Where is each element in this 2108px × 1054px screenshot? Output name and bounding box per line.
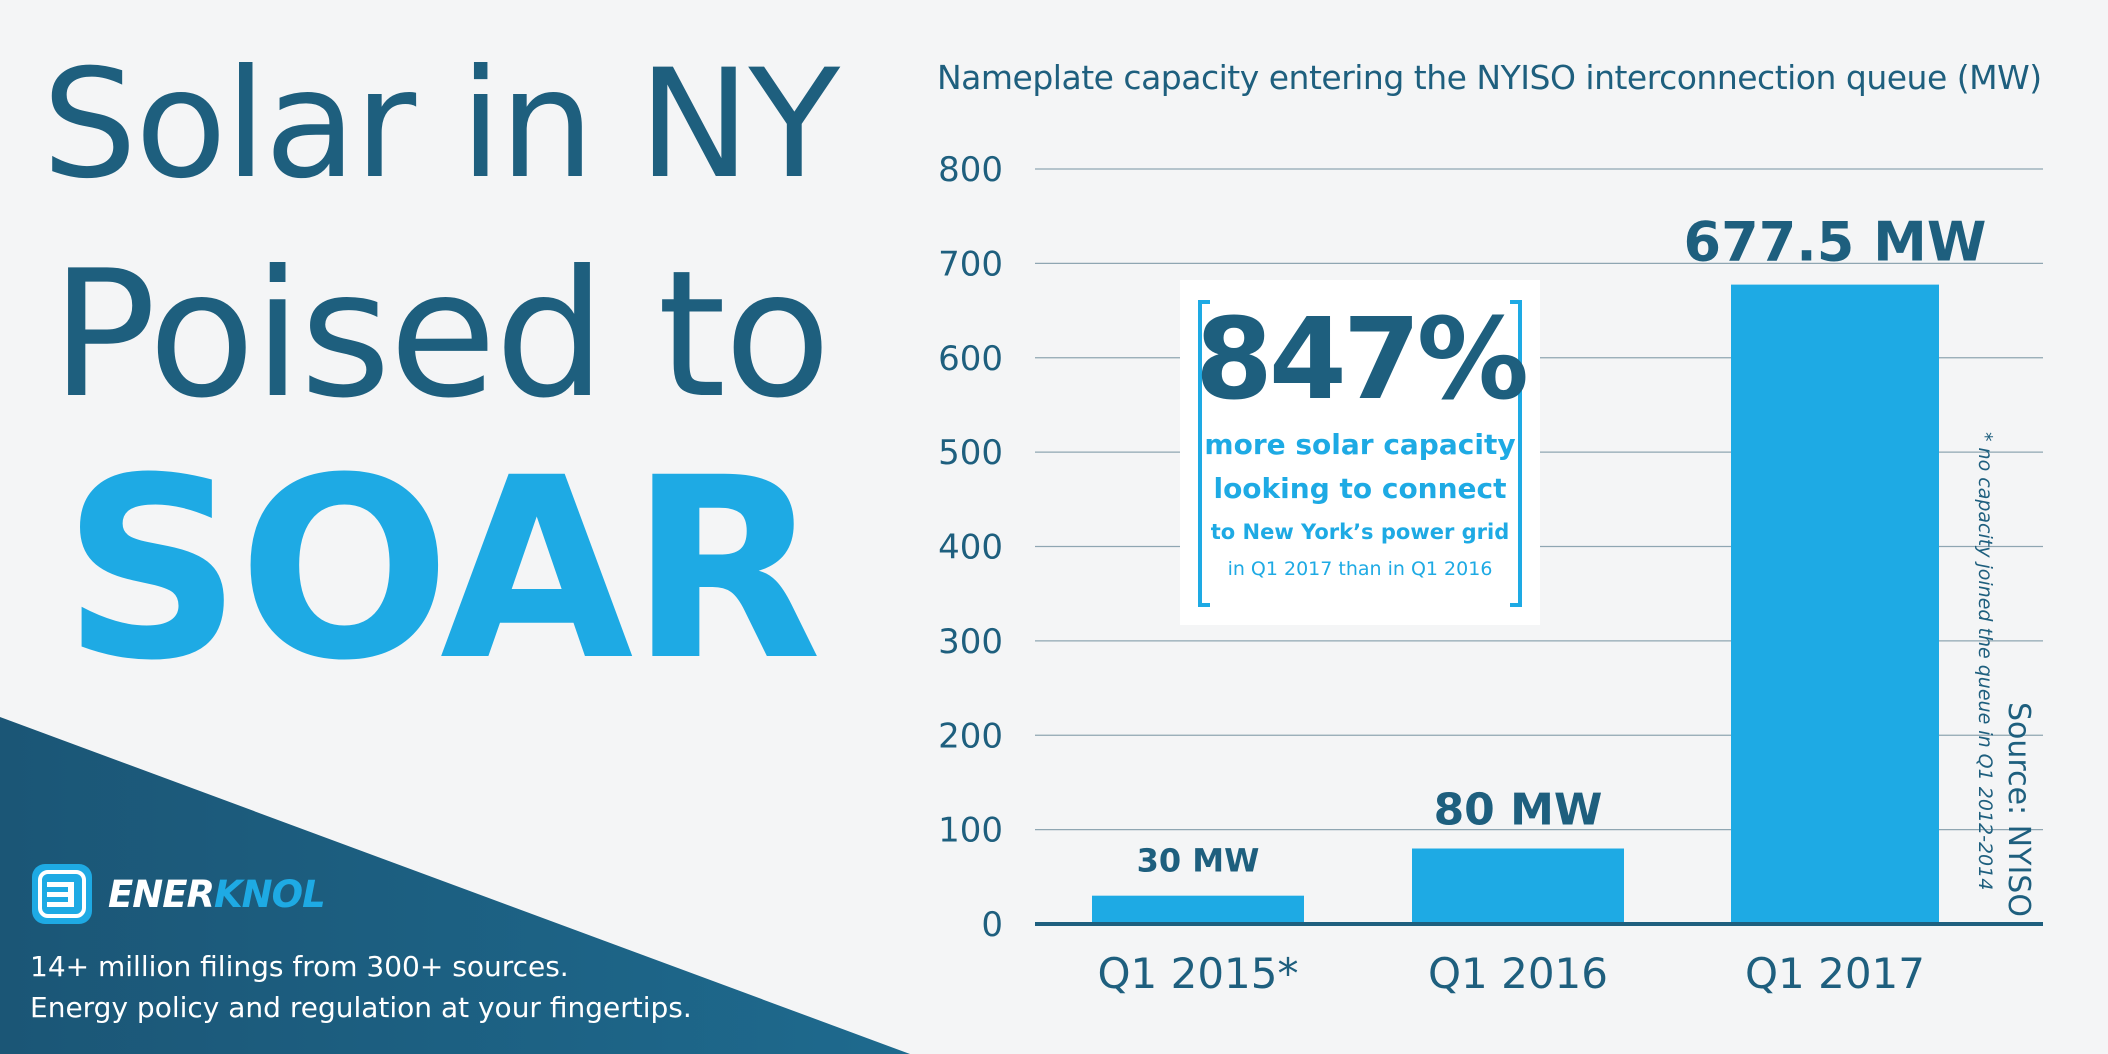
y-tick-label: 0 bbox=[981, 905, 1003, 945]
bar-q1-2016 bbox=[1412, 848, 1624, 924]
chart-footnote: * no capacity joined the queue in Q1 201… bbox=[1974, 432, 1996, 891]
chart-bars bbox=[1092, 284, 1939, 924]
bar-q1-2017 bbox=[1731, 284, 1939, 924]
callout-box: 847% more solar capacity looking to conn… bbox=[1180, 280, 1540, 625]
brand-name: ENERKNOL bbox=[108, 872, 326, 916]
y-tick-label: 100 bbox=[938, 811, 1003, 851]
callout-percentage: 847% bbox=[1194, 295, 1529, 425]
x-tick-label: Q1 2016 bbox=[1428, 949, 1608, 998]
headline-line-3: SOAR bbox=[62, 424, 822, 715]
callout-line-3: to New York’s power grid bbox=[1210, 520, 1510, 544]
brand-name-part1: ENER bbox=[108, 872, 215, 916]
tagline-1: 14+ million filings from 300+ sources. bbox=[30, 950, 569, 983]
headline-line-2: Poised to bbox=[50, 234, 831, 437]
chart-x-axis: Q1 2015* Q1 2016 Q1 2017 bbox=[1097, 949, 1925, 998]
y-tick-label: 400 bbox=[938, 528, 1003, 568]
callout-brackets bbox=[1198, 300, 1522, 607]
y-tick-label: 600 bbox=[938, 339, 1003, 379]
data-label: 80 MW bbox=[1434, 785, 1603, 836]
chart-data-labels: 30 MW 80 MW 677.5 MW bbox=[1137, 211, 1987, 880]
chart-source: Source: NYISO bbox=[2001, 702, 2036, 917]
brand-name-part2: KNOL bbox=[214, 872, 326, 916]
x-tick-label: Q1 2017 bbox=[1745, 949, 1925, 998]
data-label: 30 MW bbox=[1137, 842, 1260, 880]
chart-y-axis: 0 100 200 300 400 500 600 700 800 bbox=[938, 150, 1003, 945]
callout-line-2: looking to connect bbox=[1213, 472, 1507, 505]
x-tick-label: Q1 2015* bbox=[1097, 949, 1298, 998]
headline-line-1: Solar in NY bbox=[41, 38, 840, 212]
enerknol-logo[interactable]: ENERKNOL bbox=[30, 862, 326, 926]
chart-title: Nameplate capacity entering the NYISO in… bbox=[937, 58, 2042, 97]
tagline-2: Energy policy and regulation at your fin… bbox=[30, 991, 692, 1024]
bar-q1-2015- bbox=[1092, 895, 1304, 924]
callout-line-1: more solar capacity bbox=[1204, 428, 1516, 461]
data-label: 677.5 MW bbox=[1684, 211, 1987, 274]
enerknol-logo-icon bbox=[32, 864, 92, 924]
callout-line-4: in Q1 2017 than in Q1 2016 bbox=[1227, 558, 1493, 580]
y-tick-label: 300 bbox=[938, 622, 1003, 662]
y-tick-label: 200 bbox=[938, 716, 1003, 756]
y-tick-label: 500 bbox=[938, 433, 1003, 473]
y-tick-label: 700 bbox=[938, 244, 1003, 284]
y-tick-label: 800 bbox=[938, 150, 1003, 190]
